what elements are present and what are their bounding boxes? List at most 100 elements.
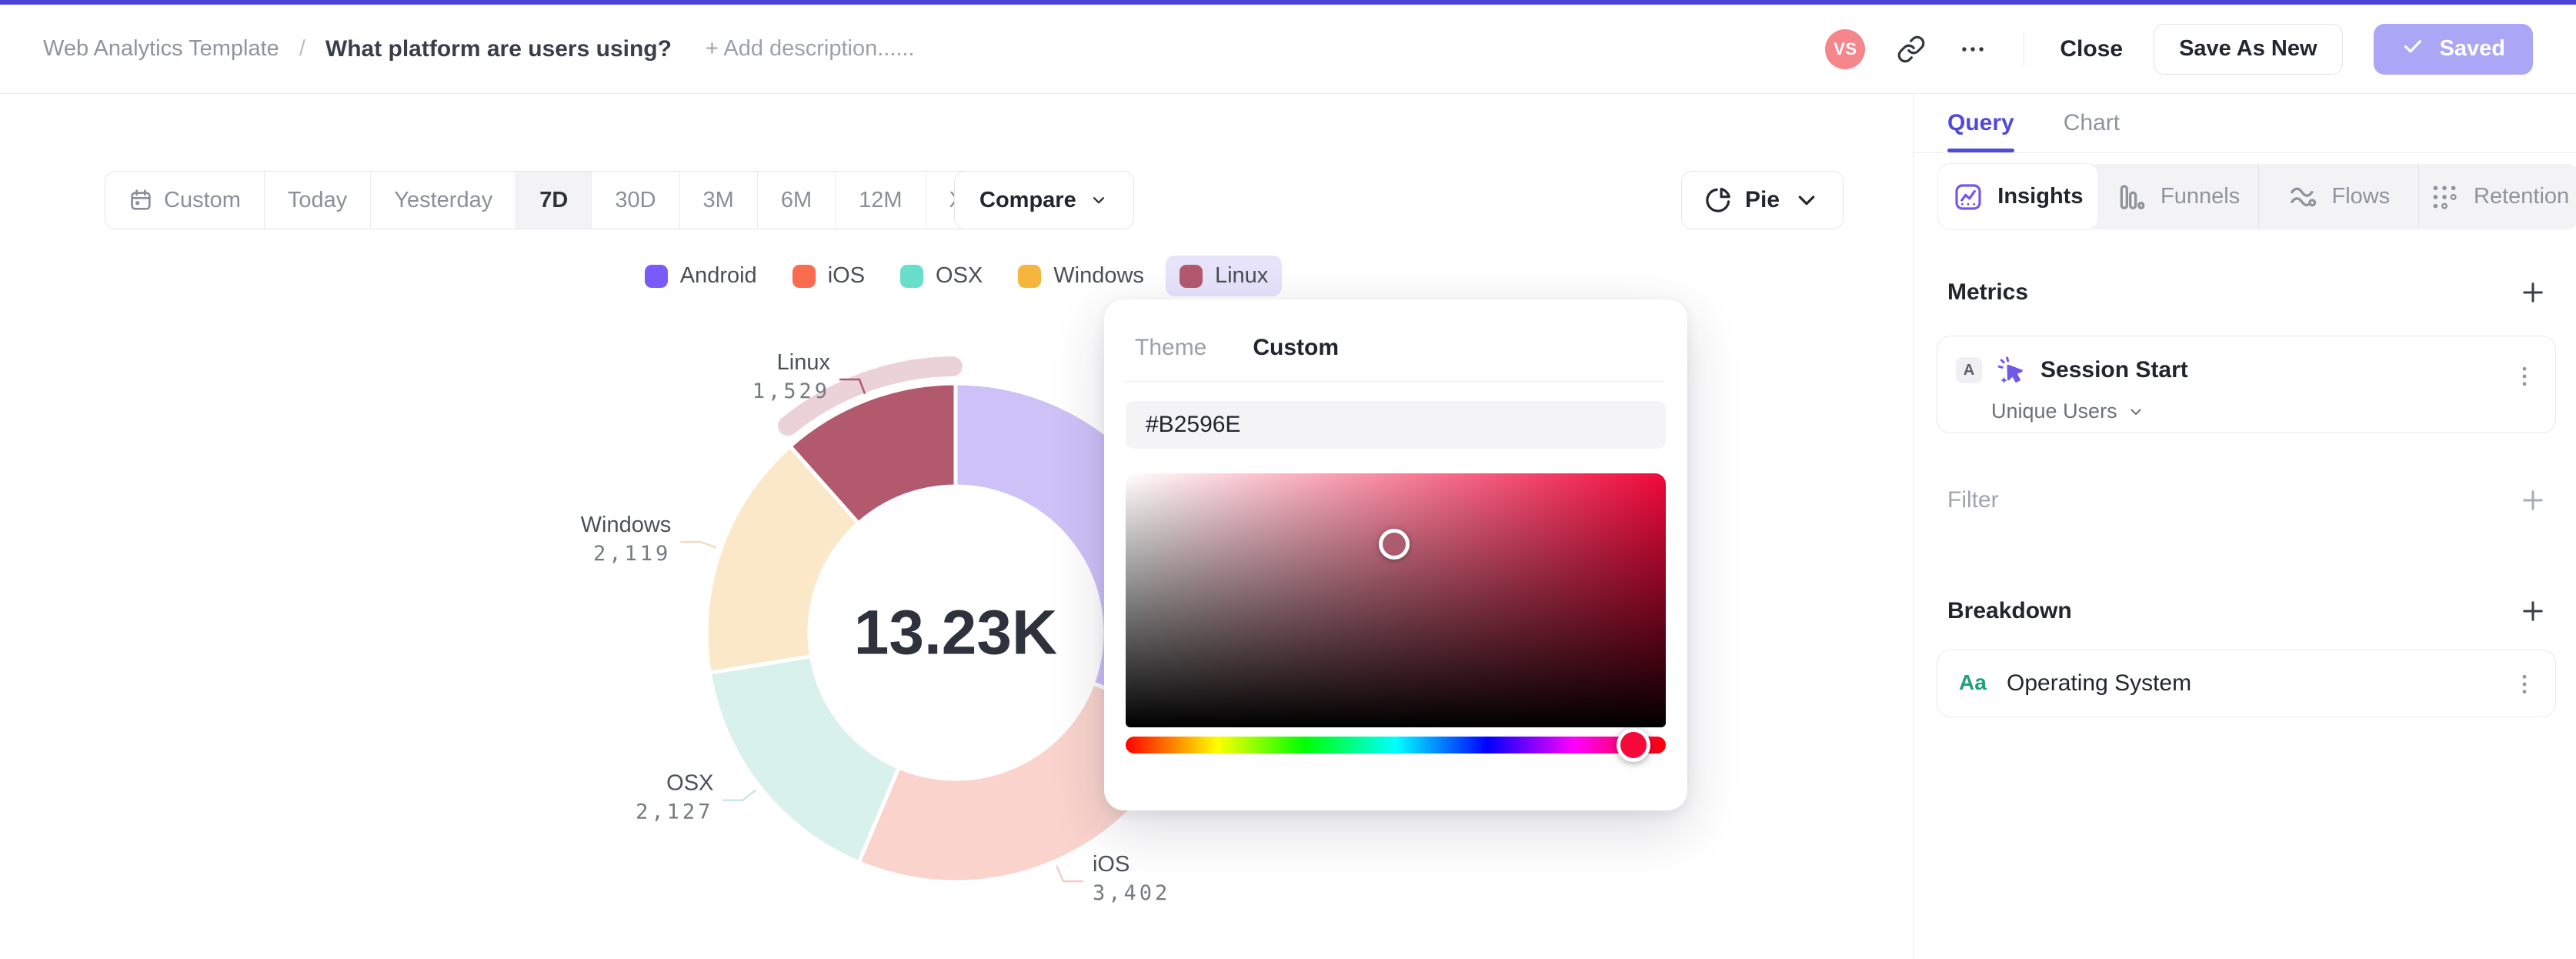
hue-slider[interactable] [1126, 737, 1666, 754]
metric-row: A Session Start [1956, 355, 2188, 386]
hex-color-input[interactable]: #B2596E [1126, 401, 1666, 449]
metric-card[interactable]: A Session Start Unique Users [1937, 336, 2556, 433]
range-option-today[interactable]: Today [265, 172, 372, 229]
legend-item-linux[interactable]: Linux [1165, 256, 1283, 296]
filter-section-header: Filter [1947, 486, 2548, 514]
breakdown-property-name[interactable]: Operating System [2007, 670, 2192, 696]
metrics-section-header: Metrics [1947, 279, 2548, 306]
saturation-handle[interactable] [1378, 529, 1410, 560]
event-sparkle-cursor-icon [1996, 355, 2027, 386]
legend-label: Android [679, 263, 757, 288]
pie-slice-linux[interactable] [788, 381, 958, 526]
add-description-button[interactable]: + Add description...... [705, 36, 915, 61]
range-option-6m[interactable]: 6M [758, 172, 836, 229]
legend-item-osx[interactable]: OSX [886, 256, 996, 296]
compare-button[interactable]: Compare [954, 171, 1134, 229]
close-button[interactable]: Close [2060, 35, 2124, 62]
legend-swatch [900, 264, 924, 288]
legend-item-windows[interactable]: Windows [1004, 256, 1158, 296]
tab-custom[interactable]: Custom [1253, 335, 1340, 360]
add-breakdown-button[interactable] [2518, 596, 2548, 627]
mode-funnels[interactable]: Funnels [2098, 164, 2259, 229]
hue-slider-handle[interactable] [1616, 728, 1650, 762]
slice-label-name: iOS [1093, 852, 1130, 877]
save-as-new-button[interactable]: Save As New [2154, 23, 2343, 75]
breakdown-menu-icon[interactable] [2511, 670, 2538, 698]
page-title[interactable]: What platform are users using? [325, 35, 672, 62]
slice-label-name: Linux [777, 350, 831, 375]
range-option-label: 12M [859, 187, 903, 212]
mode-flows[interactable]: Flows [2259, 164, 2420, 229]
range-option-3m[interactable]: 3M [680, 172, 758, 229]
range-option-7d[interactable]: 7D [516, 172, 592, 229]
slice-label-name: OSX [666, 771, 713, 796]
breakdown-section-header: Breakdown [1947, 597, 2548, 625]
breakdown-card[interactable]: Aa Operating System [1937, 650, 2556, 717]
chart-canvas: CustomTodayYesterday7D30D3M6M12MXTD Comp… [0, 94, 1914, 959]
saturation-area[interactable] [1126, 473, 1666, 727]
range-option-yesterday[interactable]: Yesterday [371, 172, 517, 229]
breadcrumb-separator: / [299, 36, 305, 61]
metric-name[interactable]: Session Start [2040, 357, 2188, 383]
check-icon [2401, 35, 2424, 64]
label-leader-windows [680, 540, 717, 549]
mode-label: Flows [2331, 184, 2391, 209]
tab-query[interactable]: Query [1947, 94, 2014, 152]
pie-slice-windows[interactable] [704, 444, 861, 675]
legend-label: Linux [1214, 263, 1269, 288]
breadcrumb[interactable]: Web Analytics Template [43, 36, 279, 61]
range-option-custom[interactable]: Custom [105, 172, 265, 229]
slice-label-value: 2,127 [636, 800, 713, 824]
legend-label: Windows [1053, 263, 1144, 288]
header-actions: VS Close Save As New Saved [1825, 23, 2533, 75]
saved-button[interactable]: Saved [2373, 23, 2533, 75]
metric-menu-icon[interactable] [2511, 363, 2538, 390]
tab-theme[interactable]: Theme [1135, 335, 1207, 360]
slice-highlight-ring [778, 356, 963, 436]
chart-type-button[interactable]: Pie [1681, 171, 1844, 229]
slice-label-name: Windows [581, 513, 672, 537]
range-option-label: 3M [702, 187, 734, 212]
header: Web Analytics Template / What platform a… [0, 5, 2576, 94]
tab-chart[interactable]: Chart [2064, 94, 2120, 152]
range-option-label: 7D [539, 187, 569, 212]
pie-icon [1703, 185, 1733, 215]
main-content: CustomTodayYesterday7D30D3M6M12MXTD Comp… [0, 94, 2576, 959]
sidebar-tabs: Query Chart [1914, 94, 2576, 153]
pie-slice-osx[interactable] [707, 654, 901, 865]
avatar[interactable]: VS [1825, 28, 1866, 69]
top-accent-bar [0, 0, 2576, 5]
mode-label: Funnels [2161, 184, 2241, 209]
chevron-down-icon [1792, 185, 1821, 215]
range-option-12m[interactable]: 12M [836, 172, 926, 229]
share-link-icon[interactable] [1896, 34, 1927, 65]
metrics-title: Metrics [1947, 279, 2029, 305]
property-type-badge: Aa [1959, 670, 1987, 694]
chart-type-label: Pie [1745, 187, 1780, 212]
more-options-icon[interactable] [1957, 34, 1988, 65]
legend-swatch [1018, 264, 1042, 288]
color-picker-tabs: Theme Custom [1135, 335, 1339, 361]
slice-label-value: 3,402 [1093, 881, 1170, 905]
add-filter-button[interactable] [2518, 485, 2548, 516]
legend-item-ios[interactable]: iOS [779, 256, 879, 296]
donut-center-total: 13.23K [854, 598, 1057, 668]
aggregation-selector[interactable]: Unique Users [1991, 399, 2145, 423]
saved-label: Saved [2439, 36, 2505, 61]
mode-retention[interactable]: Retention [2419, 164, 2576, 229]
legend-item-android[interactable]: Android [631, 256, 771, 296]
tab-query-label: Query [1947, 110, 2014, 135]
chevron-down-icon [1089, 190, 1109, 210]
mode-label: Insights [1997, 184, 2084, 209]
legend-swatch [792, 264, 816, 288]
add-metric-button[interactable] [2518, 277, 2548, 308]
breakdown-title: Breakdown [1947, 598, 2072, 623]
label-leader-linux [839, 378, 866, 395]
range-option-30d[interactable]: 30D [592, 172, 680, 229]
mode-insights[interactable]: Insights [1938, 164, 2098, 229]
legend-label: OSX [936, 263, 983, 288]
tab-chart-label: Chart [2063, 110, 2121, 135]
slice-label-value: 1,529 [752, 379, 830, 403]
range-option-label: 6M [780, 187, 813, 212]
